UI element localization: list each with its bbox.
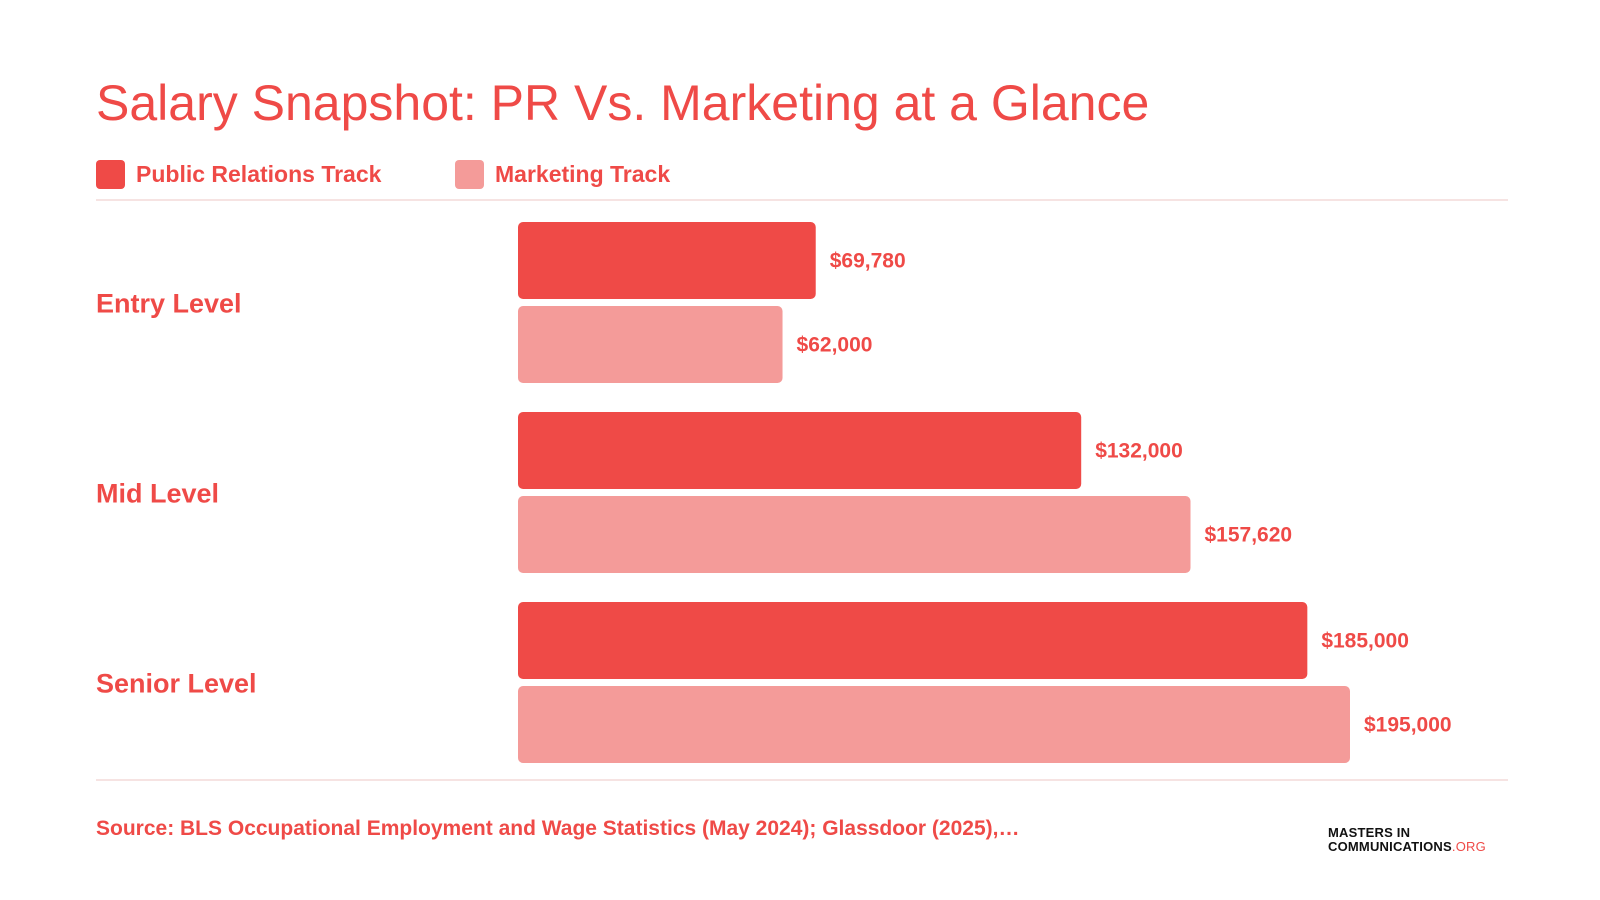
- bar-value-label: $132,000: [1095, 440, 1183, 463]
- brand-logo: MASTERS IN COMMUNICATIONS.ORG: [1328, 826, 1486, 854]
- bottom-divider: [96, 779, 1508, 781]
- bar-value-label: $62,000: [797, 334, 873, 357]
- bar-value-label: $195,000: [1364, 714, 1452, 737]
- logo-suffix: .ORG: [1451, 839, 1486, 854]
- legend-label-public-relations: Public Relations Track: [136, 161, 382, 187]
- bar: [518, 412, 1082, 489]
- legend-swatch-public-relations: [96, 160, 125, 189]
- bar-value-label: $185,000: [1321, 630, 1409, 653]
- category-label: Mid Level: [96, 479, 219, 509]
- bar: [518, 602, 1308, 679]
- bar-value-label: $69,780: [830, 250, 906, 273]
- category-label: Entry Level: [96, 289, 242, 319]
- logo-line-1: MASTERS IN: [1328, 825, 1411, 840]
- bar: [518, 306, 783, 383]
- legend-swatch-marketing: [455, 160, 484, 189]
- bar: [518, 496, 1191, 573]
- legend-item-marketing: Marketing Track: [455, 160, 670, 189]
- bar: [518, 686, 1350, 763]
- logo-word: COMMUNICATIONS: [1328, 839, 1452, 854]
- legend-label-marketing: Marketing Track: [495, 161, 671, 187]
- bar-value-label: $157,620: [1205, 524, 1293, 547]
- logo-line-2: COMMUNICATIONS.ORG: [1328, 840, 1486, 854]
- category-label: Senior Level: [96, 669, 257, 699]
- legend-item-public-relations: Public Relations Track: [96, 160, 381, 189]
- chart-title: Salary Snapshot: PR Vs. Marketing at a G…: [96, 75, 1150, 131]
- top-divider: [96, 199, 1508, 201]
- bar: [518, 222, 816, 299]
- source-note: Source: BLS Occupational Employment and …: [96, 817, 1020, 840]
